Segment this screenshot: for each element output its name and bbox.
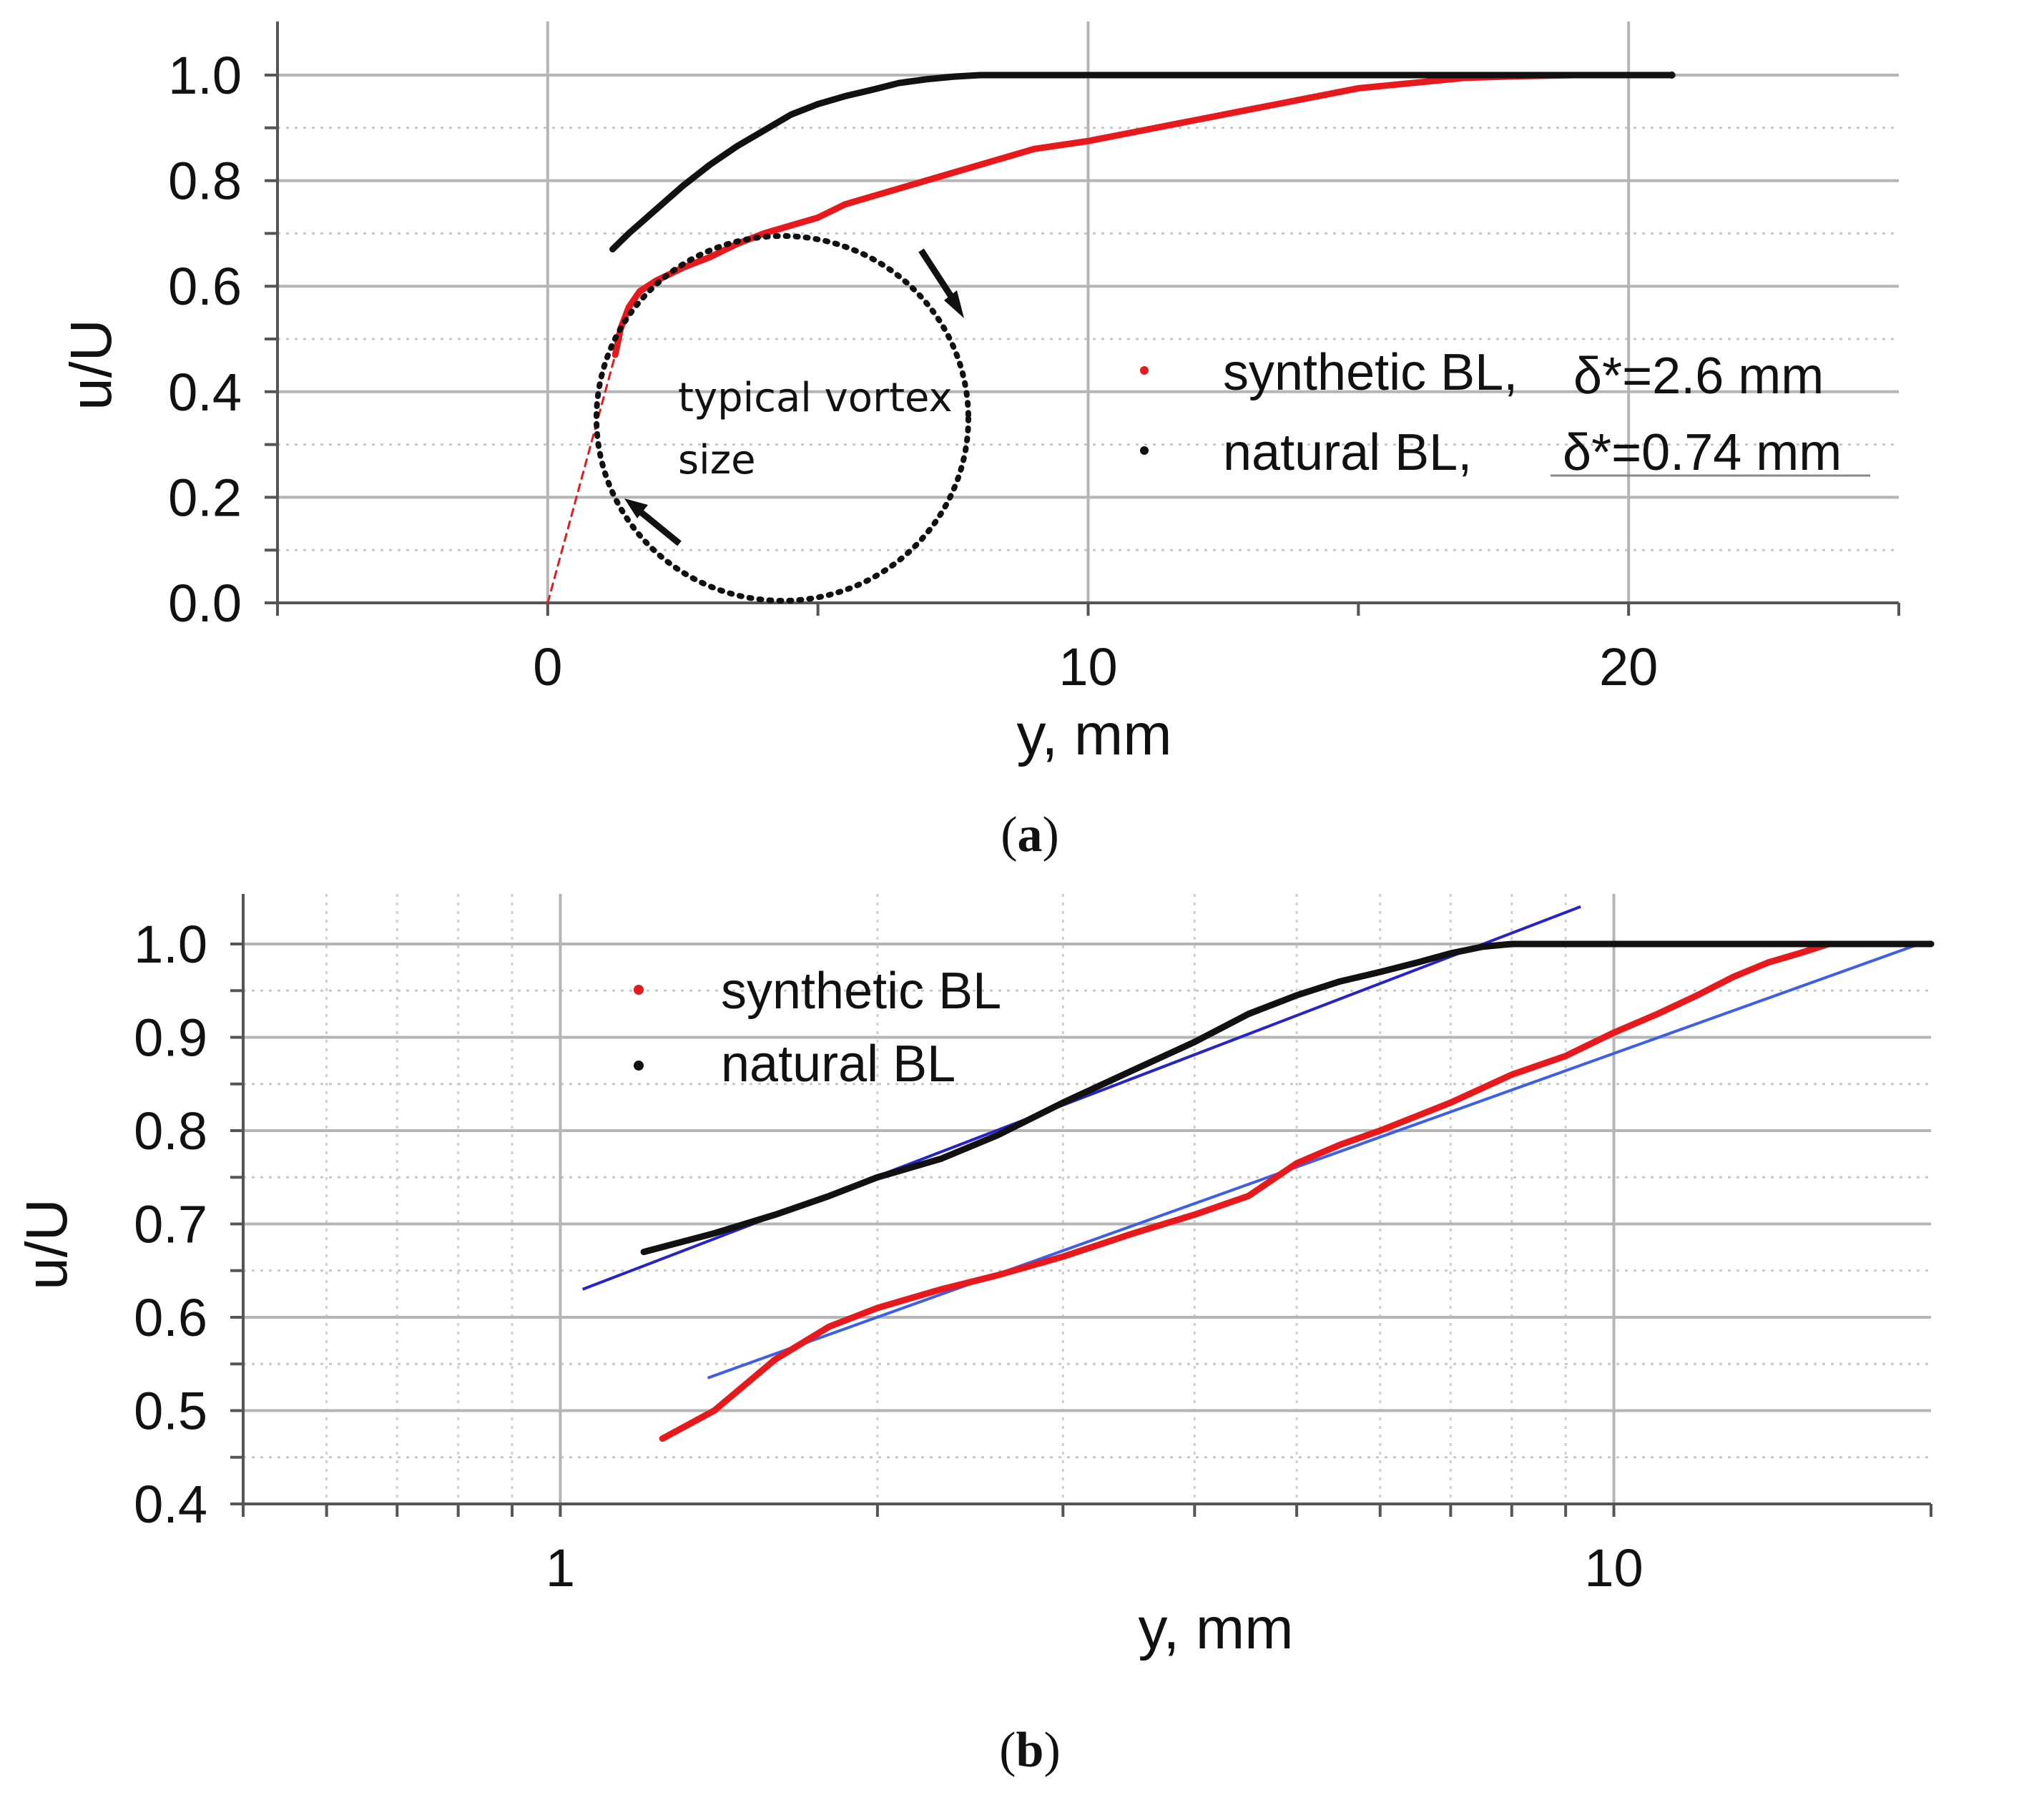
panel-a-y-tick-label: 0.0 [168, 574, 242, 633]
panel-a-caption-letter: a [1018, 807, 1043, 862]
legend-natural-label: natural BL, [1223, 424, 1472, 481]
panel-b-y-tick-label: 0.5 [134, 1382, 207, 1441]
panel-a-y-tick-label: 1.0 [168, 46, 242, 105]
panel-a-series-natural-bl [609, 72, 1676, 253]
panel-a-x-tick-label: 10 [1058, 637, 1117, 697]
panel-a-series-extrapolation-to-wall [546, 353, 616, 604]
legend-synthetic-name: synthetic BL [1223, 344, 1503, 401]
panel-a-axes [265, 21, 1900, 616]
panel-b-y-tick-label: 0.8 [134, 1101, 207, 1161]
panel-b-y-tick-label: 0.6 [134, 1288, 207, 1347]
panel-a-series-end-point [1668, 72, 1676, 79]
panel-a-series [546, 72, 1676, 604]
vortex-arrowhead-icon [944, 290, 964, 318]
legend-b-natural-label: natural BL [721, 1036, 955, 1093]
legend-synthetic-marker [1140, 366, 1149, 375]
panel-a-caption: (a) [1001, 807, 1059, 862]
legend-b-synthetic-marker [634, 985, 644, 995]
panel-a-y-ticks: 0.0 0.2 0.4 0.6 0.8 1.0 [168, 46, 242, 633]
legend-natural-marker [1140, 446, 1149, 455]
panel-a-series-synthetic-bl [611, 72, 1676, 358]
panel-b-y-tick-label: 0.7 [134, 1195, 207, 1254]
vortex-label-line2: size [678, 437, 756, 483]
vortex-label-line1: typical vortex [678, 375, 953, 421]
panel-b-caption: (b) [999, 1723, 1061, 1778]
panel-b-axes [230, 894, 1932, 1517]
panel-b-x-tick-label: 1 [546, 1538, 575, 1598]
legend-natural-name: natural BL [1223, 424, 1458, 481]
panel-a-x-tick-label: 0 [533, 637, 562, 697]
panel-b-caption-letter: b [1016, 1723, 1044, 1778]
panel-a-chart: 0.0 0.2 0.4 0.6 0.8 1.0 0 10 20 typical vortex … [59, 21, 1900, 862]
vortex-annotation: typical vortex size [594, 233, 971, 604]
panel-b-y-tick-label: 0.4 [134, 1475, 207, 1534]
panel-b-y-tick-label: 0.9 [134, 1008, 207, 1068]
panel-a-y-tick-label: 0.2 [168, 468, 242, 527]
legend-synthetic-delta: δ*=2.6 mm [1573, 348, 1824, 405]
legend-b-natural-marker [634, 1061, 644, 1071]
vortex-circle [594, 233, 971, 604]
legend-synthetic-label: synthetic BL, [1223, 344, 1518, 401]
panel-b-series-synthetic-bl [659, 940, 1935, 1442]
legend-natural-delta: δ*=0.74 mm [1563, 424, 1842, 481]
panel-b-synthetic-bl-log-fit [707, 943, 1920, 1379]
panel-b-chart: 0.4 0.5 0.6 0.7 0.8 0.9 1.0 1 10 synthetic BL n… [14, 894, 1935, 1778]
panel-a-legend: synthetic BL, δ*=2.6 mm natural BL, δ*=0… [1140, 344, 1870, 481]
panel-a-x-ticks: 0 10 20 [533, 637, 1658, 697]
panel-b-x-ticks: 1 10 [546, 1538, 1643, 1598]
panel-a-y-tick-label: 0.8 [168, 152, 242, 211]
panel-a-y-tick-label: 0.4 [168, 363, 242, 422]
vortex-arrowhead-lower-icon [624, 498, 648, 518]
panel-b-series [640, 940, 1935, 1442]
panel-b-x-tick-label: 10 [1584, 1538, 1643, 1598]
panel-b-series-natural-bl [640, 940, 1935, 1256]
panel-b-y-ticks: 0.4 0.5 0.6 0.7 0.8 0.9 1.0 [134, 915, 207, 1534]
panel-a-y-axis-label: u/U [59, 319, 124, 410]
panel-b-grid [243, 894, 1931, 1504]
panel-b-x-axis-label: y, mm [1138, 1596, 1293, 1661]
panel-a-y-tick-label: 0.6 [168, 257, 242, 316]
panel-a-grid [277, 21, 1899, 603]
panel-b-y-axis-label: u/U [14, 1199, 79, 1290]
panel-b-y-tick-label: 1.0 [134, 915, 207, 974]
panel-a-x-axis-label: y, mm [1016, 702, 1171, 767]
panel-a-x-tick-label: 20 [1599, 637, 1658, 697]
legend-b-synthetic-label: synthetic BL [721, 963, 1001, 1020]
panel-b-legend: synthetic BL natural BL [634, 963, 1001, 1093]
